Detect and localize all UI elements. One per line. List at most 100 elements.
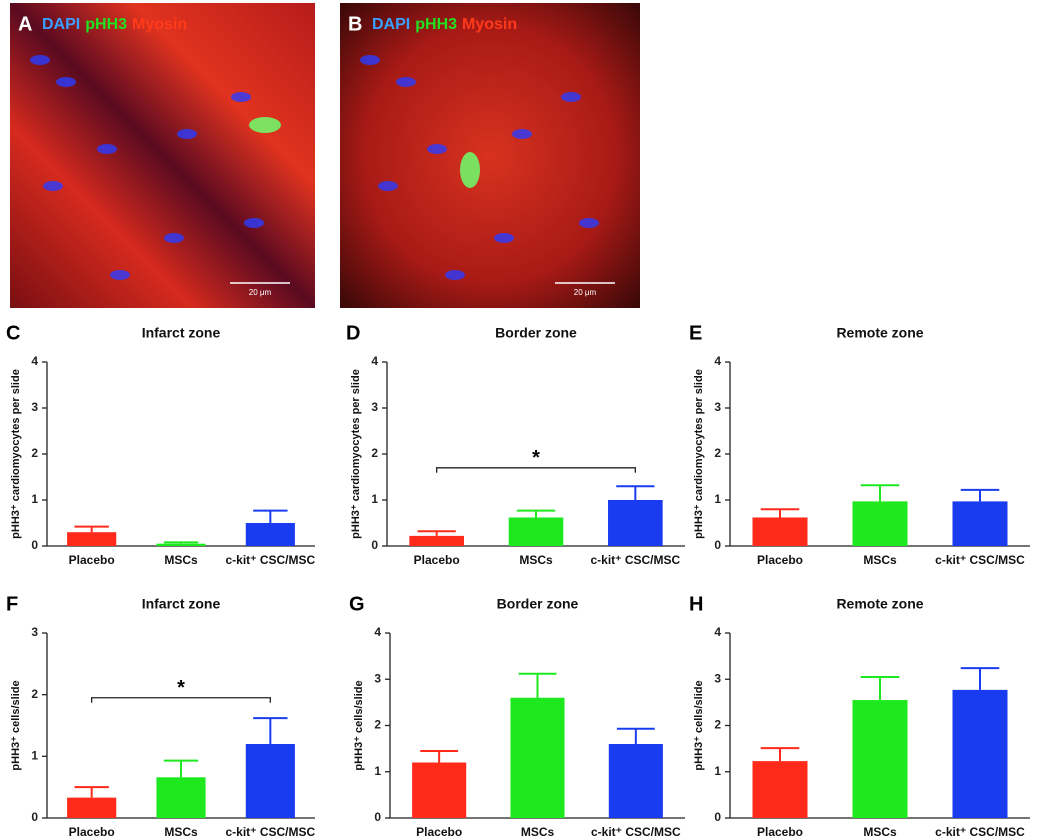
y-tick-label: 3 <box>714 671 721 685</box>
y-tick-label: 4 <box>371 354 378 368</box>
x-tick-label: Placebo <box>757 825 803 839</box>
error-bar <box>616 727 655 744</box>
panel-label: A <box>18 13 32 35</box>
bar <box>608 500 663 546</box>
y-tick-label: 3 <box>31 400 38 414</box>
nucleus <box>445 270 465 280</box>
y-tick-label: 3 <box>31 625 38 639</box>
x-tick-label: Placebo <box>69 825 115 839</box>
x-tick-label: Placebo <box>416 825 462 839</box>
panel-label: B <box>348 13 362 35</box>
panel-label: F <box>6 593 18 615</box>
y-tick-label: 2 <box>371 446 378 460</box>
x-tick-label: MSCs <box>863 553 897 567</box>
bar <box>67 532 117 546</box>
bar <box>245 523 295 546</box>
x-tick-label: Placebo <box>757 553 803 567</box>
error-bar <box>417 530 456 536</box>
nucleus <box>494 233 514 243</box>
y-tick-label: 0 <box>714 538 721 552</box>
error-bar <box>163 759 199 778</box>
y-tick-label: 0 <box>374 810 381 824</box>
nucleus <box>512 129 532 139</box>
bar <box>952 689 1008 818</box>
x-tick-label: c-kit⁺ CSC/MSC <box>935 553 1025 567</box>
nucleus <box>360 55 380 65</box>
nucleus <box>97 144 117 154</box>
significance-label: * <box>177 677 185 699</box>
stain-label: pHH3 <box>415 16 457 33</box>
y-axis-label: pHH3⁺ cardiomyocytes per slide <box>693 369 705 539</box>
bar <box>409 535 464 546</box>
error-bar <box>516 509 556 518</box>
y-axis-label: pHH3⁺ cardiomyocytes per slide <box>350 369 362 539</box>
stain-label: DAPI <box>372 16 410 33</box>
x-tick-label: c-kit⁺ CSC/MSC <box>591 825 681 839</box>
x-tick-label: Placebo <box>69 553 115 567</box>
y-tick-label: 2 <box>714 446 721 460</box>
y-tick-label: 2 <box>31 446 38 460</box>
nucleus <box>43 181 63 191</box>
x-tick-label: MSCs <box>519 553 553 567</box>
nucleus <box>579 218 599 228</box>
y-tick-label: 0 <box>371 538 378 552</box>
x-tick-label: c-kit⁺ CSC/MSC <box>935 825 1025 839</box>
bar <box>852 501 908 546</box>
chart-title: Infarct zone <box>142 325 221 341</box>
y-tick-label: 4 <box>714 354 721 368</box>
x-tick-label: c-kit⁺ CSC/MSC <box>590 553 680 567</box>
scale-label: 20 μm <box>574 288 597 297</box>
bar <box>67 797 117 818</box>
phh3-nucleus <box>460 152 480 188</box>
y-tick-label: 4 <box>31 354 38 368</box>
chart-title: Border zone <box>495 325 577 341</box>
stain-label: Myosin <box>132 16 187 33</box>
error-bar <box>760 747 800 762</box>
panel-label: G <box>349 593 365 615</box>
error-bar <box>163 541 199 544</box>
nucleus <box>177 129 197 139</box>
y-tick-label: 4 <box>374 625 381 639</box>
bar <box>156 543 206 546</box>
y-axis-label: pHH3⁺ cells/slide <box>353 680 365 770</box>
error-bar <box>253 717 288 744</box>
bar <box>752 517 808 546</box>
error-bar <box>860 675 900 701</box>
x-tick-label: MSCs <box>164 553 198 567</box>
error-bar <box>74 525 109 533</box>
y-tick-label: 1 <box>374 764 381 778</box>
stain-label: pHH3 <box>85 16 127 33</box>
panel-label: D <box>346 322 360 344</box>
x-tick-label: MSCs <box>521 825 555 839</box>
y-axis-label: pHH3⁺ cells/slide <box>10 680 22 770</box>
y-tick-label: 0 <box>31 810 38 824</box>
stain-label: Myosin <box>462 16 517 33</box>
x-tick-label: Placebo <box>414 553 460 567</box>
y-tick-label: 1 <box>31 492 38 506</box>
error-bar <box>616 485 655 500</box>
y-tick-label: 2 <box>374 718 381 732</box>
y-tick-label: 0 <box>31 538 38 552</box>
error-bar <box>518 672 557 698</box>
y-tick-label: 1 <box>714 764 721 778</box>
nucleus <box>164 233 184 243</box>
x-tick-label: MSCs <box>164 825 198 839</box>
bar <box>156 777 206 818</box>
error-bar <box>960 488 1000 502</box>
bar <box>245 744 295 818</box>
scale-label: 20 μm <box>249 288 272 297</box>
y-tick-label: 2 <box>714 718 721 732</box>
bar <box>952 501 1008 546</box>
y-tick-label: 1 <box>714 492 721 506</box>
x-tick-label: c-kit⁺ CSC/MSC <box>225 553 315 567</box>
y-tick-label: 1 <box>31 749 38 763</box>
y-tick-label: 0 <box>714 810 721 824</box>
bar <box>608 744 663 818</box>
nucleus <box>56 77 76 87</box>
phh3-nucleus <box>249 117 281 133</box>
bar <box>510 697 565 818</box>
y-tick-label: 4 <box>714 625 721 639</box>
nucleus <box>427 144 447 154</box>
y-tick-label: 3 <box>374 671 381 685</box>
